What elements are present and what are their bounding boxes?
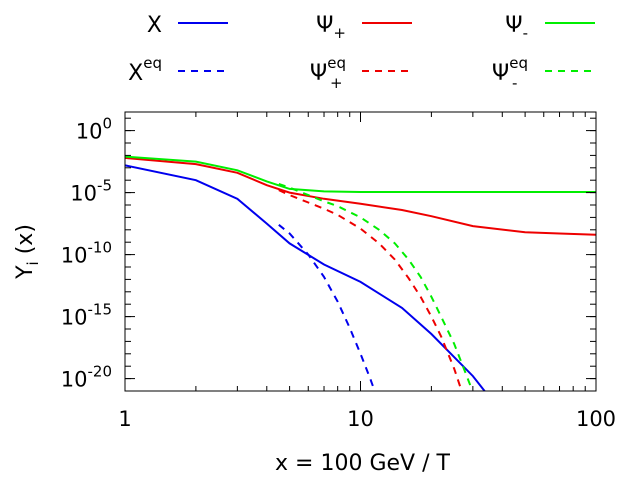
series-line-4	[278, 189, 463, 391]
series-line-0	[125, 164, 486, 391]
y-tick-label: 10-15	[61, 301, 112, 330]
y-tick-label: 100	[76, 115, 112, 144]
series-line-3	[278, 224, 376, 391]
legend-label: Ψeq +	[310, 54, 346, 92]
legend-item-1: Ψ+	[316, 13, 412, 42]
legend-item-4: Ψeq +	[310, 54, 412, 92]
x-tick-label: 1	[118, 407, 131, 431]
x-tick-label: 10	[347, 407, 374, 431]
legend-item-0: X	[147, 13, 228, 38]
legend-item-5: Ψeq -	[492, 54, 595, 92]
legend-label: Ψ-	[505, 13, 528, 42]
legend: X Ψ+ Ψ- Xeq Ψeq + Ψeq -	[128, 13, 595, 92]
y-tick-label: 10-20	[61, 363, 112, 392]
y-tick-label: 10-10	[61, 239, 112, 268]
axes: 1 10 100 100 10-5 10-10 10-15 10-20 x = 100 GeV …	[13, 111, 616, 476]
series-line-1	[125, 156, 596, 236]
x-axis-title: x = 100 GeV / T	[275, 451, 450, 476]
series-line-2	[125, 155, 596, 193]
legend-label: Xeq	[128, 54, 162, 86]
y-tick-label: 10-5	[70, 177, 112, 206]
series-line-5	[278, 182, 474, 391]
y-axis-title: Yi (x)	[13, 224, 42, 280]
legend-label: Ψ+	[316, 13, 346, 42]
plot-frame	[124, 111, 597, 392]
plot-area	[125, 155, 596, 391]
x-tick-label: 100	[576, 407, 616, 431]
legend-label: Ψeq -	[492, 54, 528, 92]
legend-item-3: Xeq	[128, 54, 228, 86]
legend-label: X	[147, 13, 162, 38]
legend-item-2: Ψ-	[505, 13, 595, 42]
